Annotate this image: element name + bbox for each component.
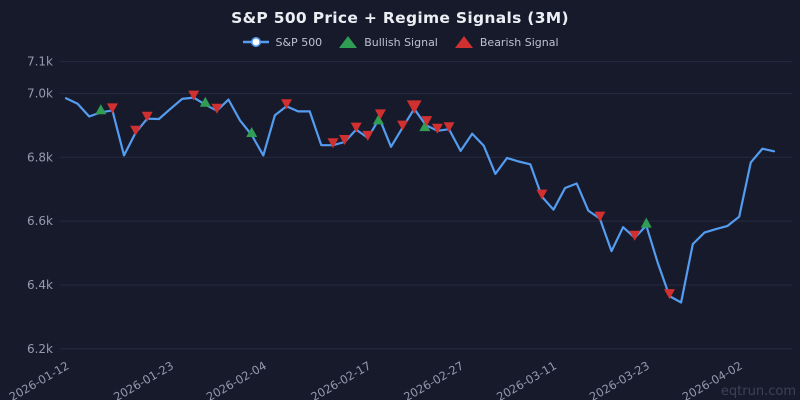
legend-label-sp500: S&P 500 bbox=[275, 35, 323, 49]
bullish-marker-icon bbox=[199, 96, 211, 107]
bearish-marker-icon bbox=[536, 189, 548, 200]
bearish-marker-icon bbox=[594, 211, 606, 222]
bearish-marker-icon bbox=[339, 135, 351, 145]
bearish-marker-icon bbox=[350, 122, 362, 133]
bearish-marker-icon bbox=[664, 289, 675, 300]
x-tick-label: 2026-01-12 bbox=[7, 358, 72, 400]
bearish-marker-icon bbox=[188, 90, 200, 101]
y-tick-label: 6.4k bbox=[27, 278, 53, 292]
watermark: eqtrun.com bbox=[721, 384, 796, 399]
chart-title: S&P 500 Price + Regime Signals (3M) bbox=[231, 9, 569, 27]
legend-item-sp500[interactable]: S&P 500 bbox=[242, 35, 323, 49]
bearish-marker-icon bbox=[431, 123, 443, 134]
triangle-up-icon bbox=[454, 36, 473, 48]
y-tick-label: 7.0k bbox=[27, 87, 53, 101]
y-tick-label: 6.2k bbox=[27, 342, 53, 356]
bearish-marker-icon bbox=[106, 103, 118, 114]
legend-item-bullish[interactable]: Bullish Signal bbox=[338, 35, 438, 49]
bearish-marker-icon bbox=[362, 130, 374, 141]
x-tick-label: 2026-02-17 bbox=[308, 358, 373, 400]
bearish-marker-icon bbox=[443, 122, 455, 133]
bearish-marker-icon bbox=[374, 109, 386, 120]
bearish-marker-icon bbox=[629, 230, 641, 241]
bearish-marker-icon bbox=[406, 100, 422, 114]
bearish-marker-icon bbox=[141, 111, 153, 122]
legend-label-bullish: Bullish Signal bbox=[364, 35, 438, 49]
x-tick-label: 2026-03-11 bbox=[494, 358, 559, 400]
bearish-marker-icon bbox=[211, 103, 223, 114]
bearish-marker-icon bbox=[130, 125, 142, 136]
bullish-marker-icon bbox=[640, 217, 652, 228]
legend-item-bearish[interactable]: Bearish Signal bbox=[454, 35, 559, 49]
bullish-marker-icon bbox=[419, 121, 431, 132]
bullish-marker-icon bbox=[246, 127, 258, 137]
bearish-marker-icon bbox=[421, 116, 433, 127]
bearish-marker-icon bbox=[397, 120, 409, 131]
x-tick-label: 2026-03-23 bbox=[587, 358, 652, 400]
triangle-up-icon bbox=[339, 36, 358, 48]
x-tick-label: 2026-02-27 bbox=[401, 358, 466, 400]
bullish-marker-icon bbox=[372, 114, 384, 125]
price-line bbox=[64, 96, 776, 304]
bullish-marker-icon bbox=[95, 104, 107, 115]
legend-label-bearish: Bearish Signal bbox=[479, 35, 559, 49]
bearish-marker-icon bbox=[281, 99, 292, 110]
line-marker-icon bbox=[242, 37, 269, 47]
legend: S&P 500 Bullish Signal Bearish Signal bbox=[0, 35, 800, 49]
y-tick-label: 6.8k bbox=[27, 150, 53, 164]
x-tick-label: 2026-01-23 bbox=[111, 358, 176, 400]
y-tick-label: 6.6k bbox=[27, 214, 53, 228]
x-tick-label: 2026-02-04 bbox=[204, 358, 269, 400]
bearish-marker-icon bbox=[327, 138, 339, 149]
y-tick-label: 7.1k bbox=[27, 55, 53, 69]
